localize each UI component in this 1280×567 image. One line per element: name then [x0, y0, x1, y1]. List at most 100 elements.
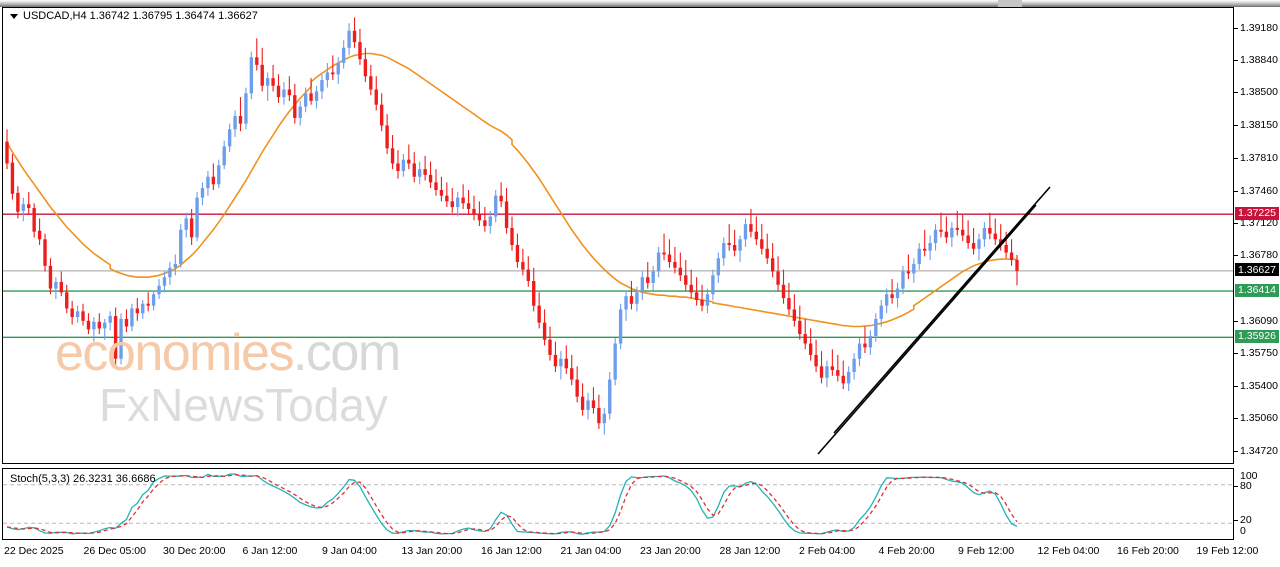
rising-channel-lower [817, 204, 1037, 455]
tick-mark [1234, 386, 1238, 388]
candle-body [27, 204, 31, 209]
price-tick-label: 1.39180 [1240, 21, 1278, 34]
candle-body [282, 89, 286, 98]
price-tick: 1.36780 [1234, 249, 1278, 262]
price-badge-support: 1.35926 [1235, 329, 1279, 343]
candle-body [260, 64, 264, 86]
candle-body [499, 195, 503, 202]
price-tick: 1.34720 [1234, 445, 1278, 458]
stochastic-plot-area [3, 473, 1233, 535]
chevron-down-icon[interactable] [10, 14, 18, 19]
candle-body [912, 263, 916, 274]
time-scale[interactable]: 22 Dec 2025 26 Dec 05:00 30 Dec 20:00 6 Jan… [0, 540, 1280, 567]
horizontal-scrollbar[interactable] [0, 0, 1280, 7]
candle-body [705, 294, 710, 306]
price-tick: 1.36090 [1234, 315, 1278, 328]
candle-body [331, 72, 335, 75]
candle-body [613, 343, 617, 380]
scrollbar-thumb[interactable] [998, 0, 1022, 7]
candle-body [982, 227, 987, 240]
candle-body [732, 244, 737, 251]
candle-body [477, 214, 482, 221]
time-axis-label: 28 Jan 12:00 [719, 545, 781, 557]
candle-body [521, 262, 525, 270]
candle-body [1015, 259, 1019, 271]
time-axis-label: 16 Feb 20:00 [1117, 545, 1179, 557]
time-axis-label: 9 Jan 04:00 [322, 545, 377, 557]
price-tick-label: 1.36780 [1240, 249, 1278, 262]
candle-body [244, 93, 248, 124]
candle-body [450, 201, 454, 208]
candle-body [238, 116, 243, 124]
candle-body [792, 309, 797, 321]
tick-mark [1234, 418, 1238, 420]
price-tick-label: 1.37460 [1240, 184, 1278, 197]
candle-body [54, 281, 58, 289]
price-tick-label: 1.38500 [1240, 86, 1278, 99]
candle-body [488, 216, 492, 227]
time-axis-label: 21 Jan 04:00 [560, 545, 622, 557]
price-tick: 1.38840 [1234, 54, 1278, 67]
price-chart-panel[interactable]: economies.com FxNewsToday [2, 7, 1234, 464]
candle-body [276, 85, 281, 98]
candle-body [255, 57, 259, 65]
candle-body [754, 231, 759, 240]
candle-body [173, 263, 178, 268]
candle-body [75, 311, 80, 318]
candle-body [564, 358, 568, 369]
price-scale[interactable]: 1.39180 1.38840 1.38500 1.38150 1.37810 1.374… [1234, 7, 1280, 464]
candle-body [456, 197, 460, 208]
price-tick: 1.37120 [1234, 217, 1278, 230]
candle-body [352, 30, 357, 43]
time-axis-label: 22 Dec 2025 [4, 545, 64, 557]
candle-body [168, 267, 172, 278]
candle-body [287, 89, 292, 96]
candle-body [803, 334, 807, 344]
candle-body [765, 248, 769, 259]
candle-body [852, 358, 856, 372]
stoch-level-label: 20 [1240, 514, 1252, 526]
candle-body [37, 230, 42, 240]
candle-body [787, 298, 791, 310]
time-axis-label: 4 Feb 20:00 [878, 545, 935, 557]
stochastic-indicator-panel[interactable] [2, 468, 1234, 540]
price-legend-text: USDCAD,H4 1.36742 1.36795 1.36474 1.3662… [23, 10, 258, 22]
candle-body [86, 320, 91, 330]
candle-body [418, 169, 422, 177]
candle-body [1004, 244, 1008, 253]
price-tick-label: 1.35750 [1240, 346, 1278, 359]
candle-body [895, 288, 900, 299]
candle-body [130, 308, 134, 327]
stochastic-legend: Stoch(5,3,3) 26.3231 36.6686 [10, 473, 156, 485]
tick-mark [1234, 450, 1238, 452]
candle-body [776, 271, 780, 285]
candle-body [341, 47, 346, 63]
candle-body [504, 201, 509, 228]
candle-body [407, 159, 411, 164]
price-chart-legend: USDCAD,H4 1.36742 1.36795 1.36474 1.3662… [10, 10, 258, 22]
candle-body [434, 182, 438, 190]
price-tick-label: 1.37810 [1240, 151, 1278, 164]
candle-body [928, 243, 932, 251]
candle-body [586, 400, 590, 410]
stoch-scale-label: 20 [1234, 514, 1252, 526]
candle-body [16, 192, 20, 212]
candle-body [271, 78, 275, 86]
candle-body [548, 339, 552, 355]
tick-mark [1234, 352, 1238, 354]
candle-body [722, 243, 726, 259]
candle-body [651, 271, 655, 283]
tick-mark [1234, 92, 1238, 94]
candle-body [608, 379, 612, 414]
candle-body [320, 80, 324, 92]
tick-mark [1234, 190, 1238, 192]
price-tick-label: 1.35400 [1240, 380, 1278, 393]
candle-body [195, 197, 199, 238]
candle-body [819, 366, 824, 378]
candle-body [396, 163, 400, 172]
stoch-scale-label: 80 [1234, 480, 1252, 492]
candle-body [863, 343, 867, 348]
candle-body [542, 322, 547, 340]
candle-body [629, 296, 634, 304]
tick-mark [1234, 27, 1238, 29]
